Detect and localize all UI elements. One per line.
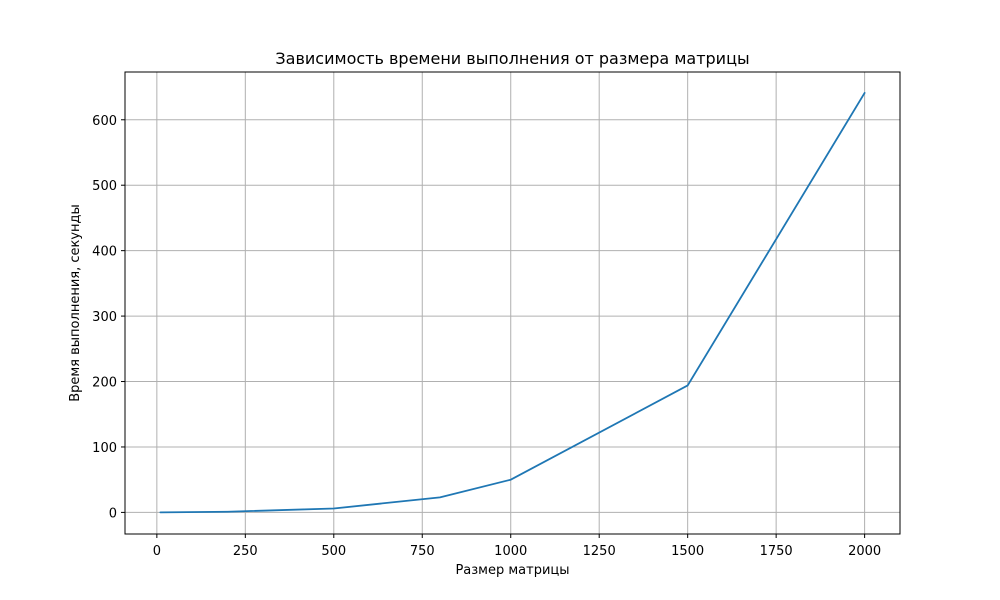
x-tick-label: 2000 [848, 544, 881, 559]
axes-frame [124, 71, 901, 535]
y-tick-label: 400 [92, 245, 117, 260]
x-tick-label: 1000 [494, 544, 527, 559]
x-tick-label: 0 [153, 544, 161, 559]
x-tick-label: 500 [321, 544, 346, 559]
grid-layer [125, 72, 900, 534]
y-tick-label: 500 [92, 179, 117, 194]
tick-layer: 0 250 500 750 1000 1250 1500 1750 2000 0 100 200 300… [92, 114, 881, 559]
chart-title: Зависимость времени выполнения от размер… [275, 49, 749, 68]
x-tick-label: 1750 [760, 544, 793, 559]
y-tick-label: 100 [92, 441, 117, 456]
x-tick-label: 250 [233, 544, 258, 559]
series-layer [159, 92, 866, 514]
y-tick-label: 300 [92, 310, 117, 325]
x-tick-label: 750 [410, 544, 435, 559]
x-tick-label: 1500 [671, 544, 704, 559]
y-axis-label: Время выполнения, секунды [68, 204, 83, 402]
y-tick-label: 0 [109, 506, 117, 521]
y-tick-label: 600 [92, 114, 117, 129]
data-series-line [159, 92, 866, 514]
y-tick-label: 200 [92, 376, 117, 391]
x-axis-label: Размер матрицы [455, 563, 569, 578]
x-tick-label: 1250 [583, 544, 616, 559]
